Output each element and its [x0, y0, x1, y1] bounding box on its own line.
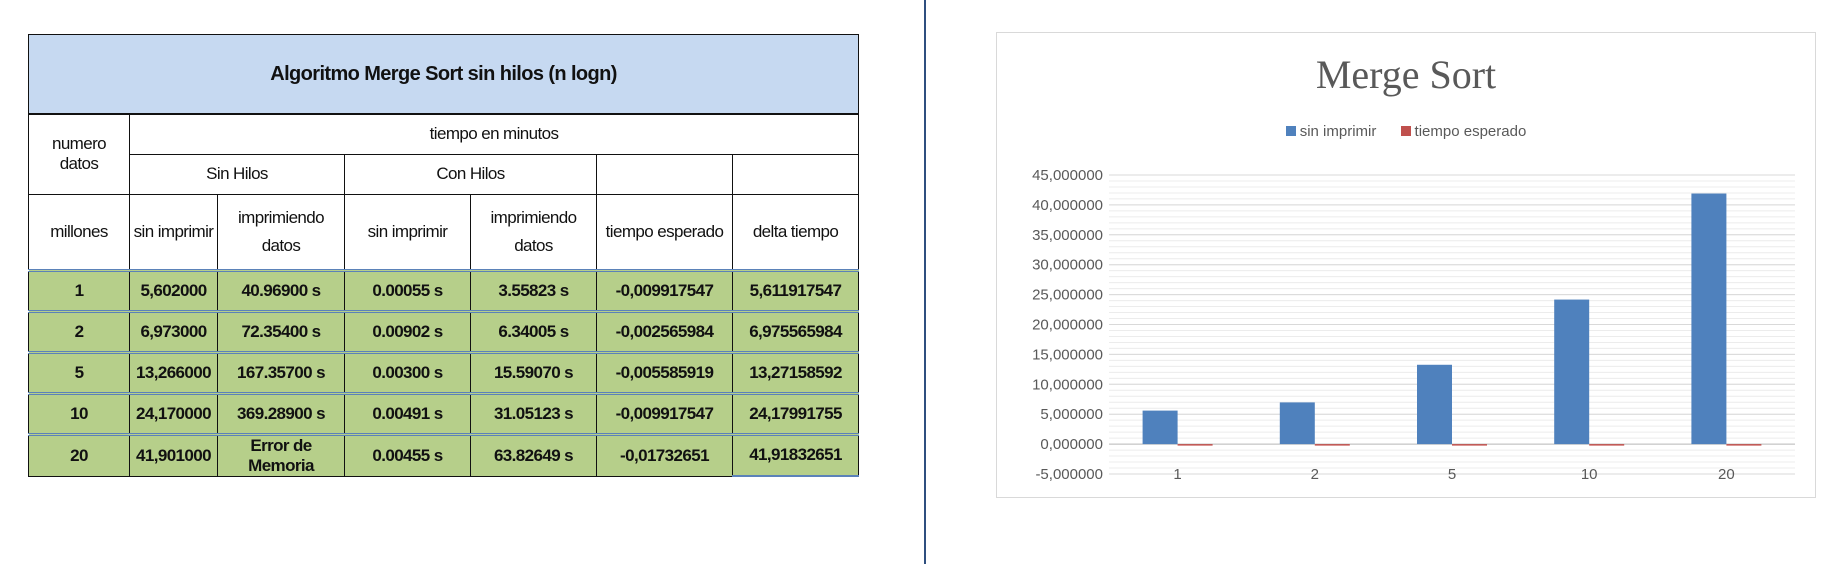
table-row: 2 6,973000 72.35400 s 0.00902 s 6.34005 s -0,… [28, 309, 860, 353]
bar-tiempo-esperado [1177, 444, 1213, 446]
table-cell: 24,170000 [129, 391, 218, 435]
subheader-cell: sin imprimir [129, 193, 218, 271]
x-tick-label: 10 [1581, 466, 1598, 483]
header-tiempo-minutos: tiempo en minutos [128, 113, 860, 155]
chart-title: Merge Sort [1315, 52, 1497, 97]
table-row: 10 24,170000 369.28900 s 0.00491 s 31.05123 … [28, 391, 860, 435]
bar-sin-imprimir [1142, 410, 1178, 445]
legend-item-tiempo-esperado: tiempo esperado [1400, 123, 1527, 140]
y-tick-label: 20,000000 [1032, 317, 1103, 334]
legend-label-sin-imprimir: sin imprimir [1299, 123, 1377, 140]
table-row: 1 5,602000 40.96900 s 0.00055 s 3.55823 s -0,… [28, 268, 860, 312]
table-cell: 0.00300 s [344, 350, 471, 394]
table-cell: -0,009917547 [596, 391, 733, 435]
table-cell: 1 [28, 268, 130, 312]
table-cell: 5 [28, 350, 130, 394]
table-cell: 0.00491 s [344, 391, 471, 435]
legend-swatch-sin-imprimir [1285, 126, 1296, 136]
y-tick-label: 35,000000 [1032, 227, 1103, 244]
table-cell: 41,91832651 [731, 432, 860, 477]
table-row: 5 13,266000 167.35700 s 0.00300 s 15.59070 s… [28, 350, 860, 394]
table-cell: 63.82649 s [470, 432, 597, 477]
chart-plot: -5,000000 0,000000 5,000000 10,000000 15,000… [1032, 167, 1795, 483]
y-tick-label: 0,000000 [1040, 436, 1103, 453]
y-tick-label: 25,000000 [1032, 287, 1103, 304]
table-cell: 13,266000 [129, 350, 218, 394]
table-cell: 6,973000 [129, 309, 218, 353]
subheader-cell: imprimiendo datos [217, 193, 345, 271]
y-tick-label: 30,000000 [1032, 257, 1103, 274]
y-tick-label: 5,000000 [1040, 406, 1103, 423]
chart-area: Merge Sort sin imprimir tiempo esperado … [996, 32, 1816, 498]
table-cell: 20 [28, 432, 130, 477]
subheader-cell: imprimiendo datos [470, 193, 597, 271]
table-cell: 41,901000 [129, 432, 218, 477]
y-tick-label: 40,000000 [1032, 197, 1103, 214]
bar-sin-imprimir [1691, 193, 1727, 445]
table-cell: 0.00902 s [344, 309, 471, 353]
subheader-row: millones sin imprimir imprimiendo datos sin… [28, 193, 860, 271]
table-cell: 15.59070 s [470, 350, 597, 394]
bar-sin-imprimir [1417, 364, 1452, 445]
table-cell: 2 [28, 309, 130, 353]
header-empty-cell [596, 153, 733, 195]
table-cell: 0.00455 s [344, 432, 471, 477]
results-table-container: Algoritmo Merge Sort sin hilos (n logn) … [27, 34, 860, 477]
x-tick-label: 1 [1173, 466, 1181, 483]
table-cell: 167.35700 s [217, 350, 345, 394]
y-tick-label: -5,000000 [1035, 466, 1103, 483]
legend-label-tiempo-esperado: tiempo esperado [1414, 123, 1527, 140]
bar-tiempo-esperado [1452, 444, 1487, 446]
bar-tiempo-esperado [1726, 444, 1762, 446]
header-numero-datos: numero datos [28, 113, 130, 195]
legend-swatch-tiempo-esperado [1400, 126, 1411, 136]
table-cell: 31.05123 s [470, 391, 597, 435]
table-row: 20 41,901000 Error de Memoria 0.00455 s 63.8… [28, 432, 860, 477]
bar-sin-imprimir [1279, 402, 1315, 445]
header-empty-cell [731, 153, 860, 195]
chart-legend: sin imprimir tiempo esperado [997, 123, 1815, 140]
table-cell: -0,009917547 [596, 268, 733, 312]
bar-tiempo-esperado [1589, 444, 1625, 446]
table-cell: 0.00055 s [344, 268, 471, 312]
x-tick-label: 5 [1448, 466, 1456, 483]
table-body: 1 5,602000 40.96900 s 0.00055 s 3.55823 s -0,… [28, 268, 860, 477]
table-cell: Error de Memoria [217, 432, 345, 477]
table-cell: -0,005585919 [596, 350, 733, 394]
table-cell: 6,975565984 [731, 309, 860, 353]
table-cell: 40.96900 s [217, 268, 345, 312]
header-con-hilos: Con Hilos [344, 153, 597, 195]
table-cell: 72.35400 s [217, 309, 345, 353]
table-cell: -0,002565984 [596, 309, 733, 353]
table-title: Algoritmo Merge Sort sin hilos (n logn) [27, 34, 860, 115]
y-tick-label: 10,000000 [1032, 376, 1103, 393]
x-tick-label: 2 [1311, 466, 1319, 483]
subheader-cell: tiempo esperado [596, 193, 733, 271]
table-cell: 3.55823 s [470, 268, 597, 312]
y-tick-label: 15,000000 [1032, 346, 1103, 363]
bar-tiempo-esperado [1314, 444, 1350, 446]
subheader-cell: delta tiempo [731, 193, 860, 271]
page-divider [924, 0, 926, 564]
y-tick-label: 45,000000 [1032, 167, 1103, 184]
table-cell: 10 [28, 391, 130, 435]
table-cell: 13,27158592 [731, 350, 860, 394]
table-cell: 6.34005 s [470, 309, 597, 353]
x-tick-label: 20 [1718, 466, 1735, 483]
subheader-cell: millones [28, 193, 130, 271]
table-cell: 24,17991755 [731, 391, 860, 435]
table-cell: 369.28900 s [217, 391, 345, 435]
bar-sin-imprimir [1554, 299, 1590, 445]
table-cell: -0,01732651 [596, 432, 733, 477]
header-sin-hilos: Sin Hilos [129, 153, 345, 195]
results-table: Algoritmo Merge Sort sin hilos (n logn) … [27, 34, 860, 477]
subheader-cell: sin imprimir [344, 193, 471, 271]
legend-item-sin-imprimir: sin imprimir [1285, 123, 1377, 140]
table-cell: 5,611917547 [731, 268, 860, 312]
table-cell: 5,602000 [129, 268, 218, 312]
